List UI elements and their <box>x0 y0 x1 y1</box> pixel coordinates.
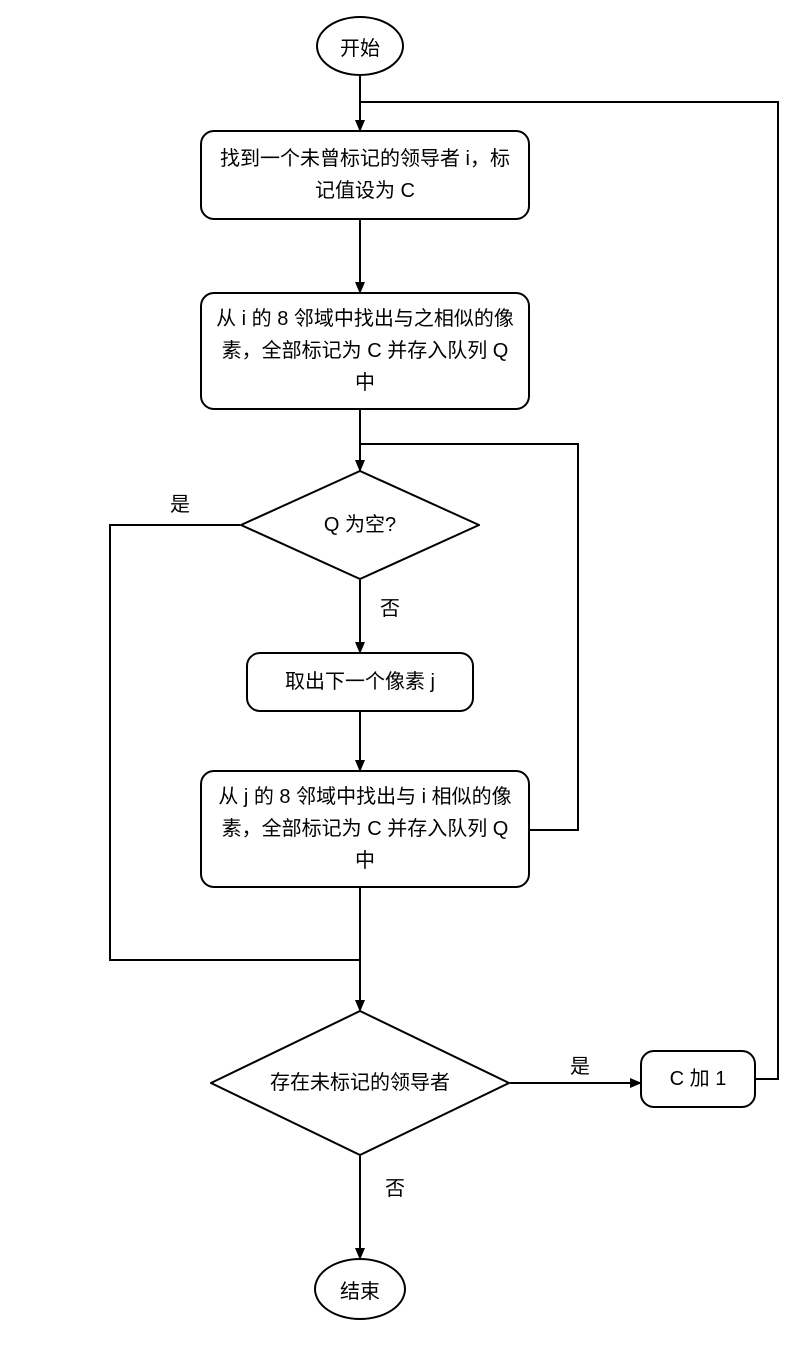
process-neighbors-i: 从 i 的 8 邻域中找出与之相似的像素，全部标记为 C 并存入队列 Q 中 <box>200 292 530 410</box>
d2-text: 存在未标记的领导者 <box>270 1068 450 1098</box>
p4-text: 从 j 的 8 邻域中找出与 i 相似的像素，全部标记为 C 并存入队列 Q 中 <box>216 781 514 877</box>
p5-text: C 加 1 <box>670 1063 727 1095</box>
p3-text: 取出下一个像素 j <box>285 666 435 698</box>
d1-text: Q 为空? <box>324 510 396 540</box>
decision-unmarked-leader: 存在未标记的领导者 <box>210 1010 510 1156</box>
decision-q-empty: Q 为空? <box>240 470 480 580</box>
process-neighbors-j: 从 j 的 8 邻域中找出与 i 相似的像素，全部标记为 C 并存入队列 Q 中 <box>200 770 530 888</box>
label-d1-yes: 是 <box>170 488 190 517</box>
label-d2-yes: 是 <box>570 1050 590 1079</box>
process-dequeue-j: 取出下一个像素 j <box>246 652 474 712</box>
process-increment-c: C 加 1 <box>640 1050 756 1108</box>
label-d2-no: 否 <box>385 1172 405 1201</box>
p2-text: 从 i 的 8 邻域中找出与之相似的像素，全部标记为 C 并存入队列 Q 中 <box>216 303 514 399</box>
start-node: 开始 <box>316 16 404 76</box>
end-text: 结束 <box>340 1275 380 1304</box>
p1-text: 找到一个未曾标记的领导者 i，标记值设为 C <box>216 143 514 207</box>
start-text: 开始 <box>340 32 380 61</box>
label-d1-no: 否 <box>380 592 400 621</box>
end-node: 结束 <box>314 1258 406 1320</box>
process-find-leader: 找到一个未曾标记的领导者 i，标记值设为 C <box>200 130 530 220</box>
